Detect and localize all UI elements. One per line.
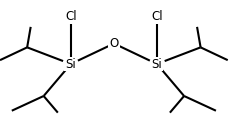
Text: Cl: Cl — [151, 10, 163, 23]
Text: Cl: Cl — [65, 10, 77, 23]
Text: Si: Si — [65, 57, 76, 71]
Text: Si: Si — [152, 57, 162, 71]
Text: O: O — [109, 37, 119, 50]
